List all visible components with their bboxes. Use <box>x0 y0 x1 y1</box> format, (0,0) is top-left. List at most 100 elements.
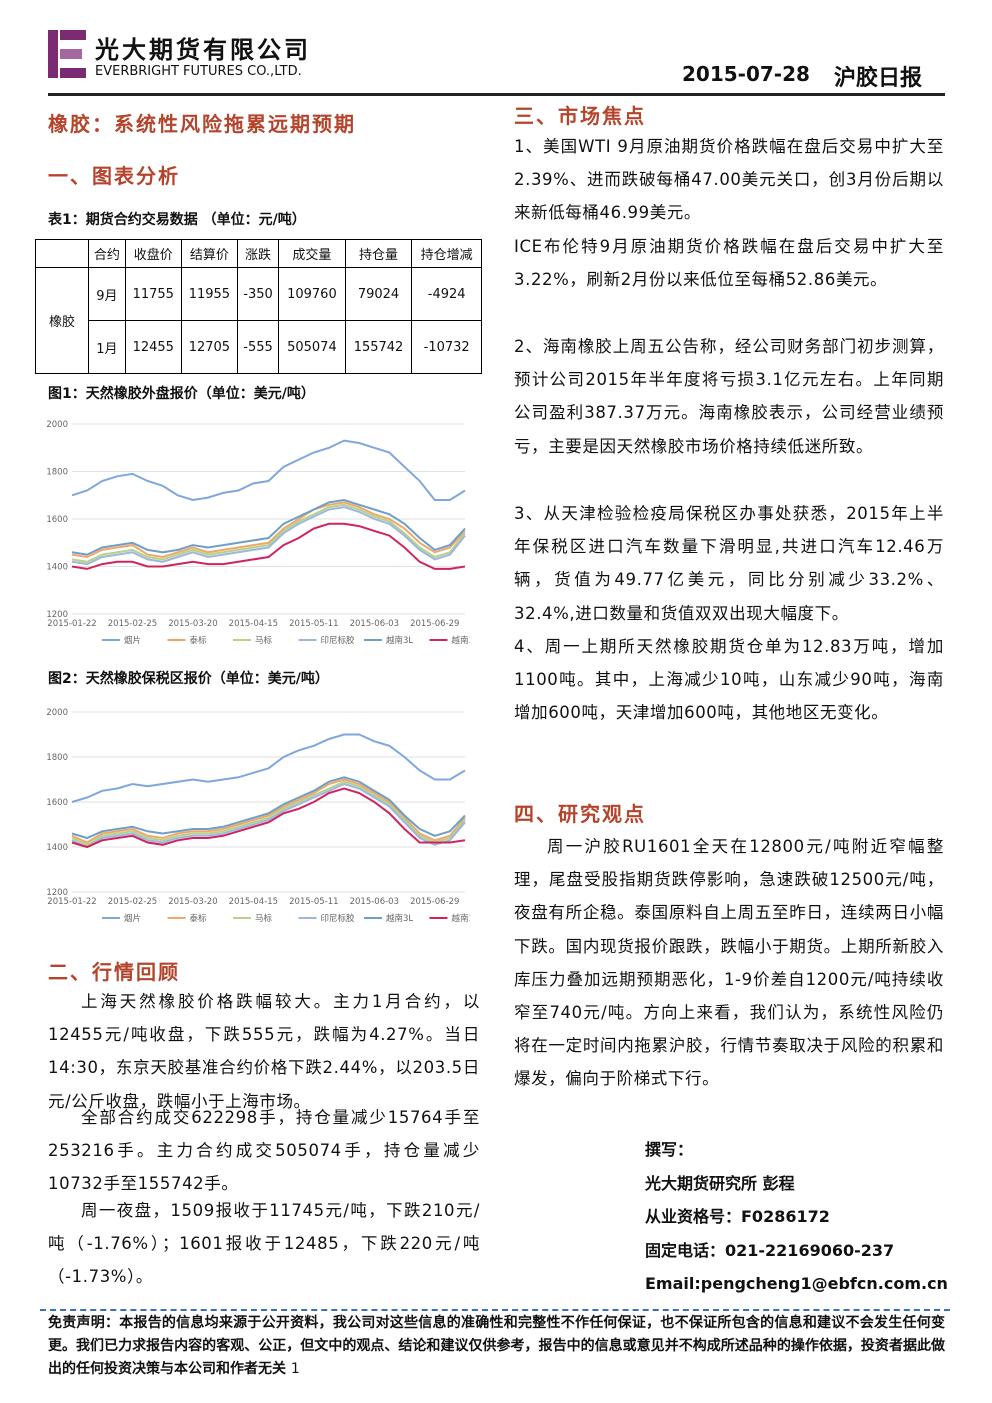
y-tick-label: 1600 <box>46 798 68 808</box>
series-line <box>71 782 466 849</box>
table-caption: 表1：期货合约交易数据 （单位：元/吨） <box>48 212 306 228</box>
y-tick-label: 1600 <box>46 515 68 525</box>
x-tick-label: 2015-03-20 <box>168 619 217 629</box>
x-tick-label: 2015-06-03 <box>350 619 399 629</box>
author-line: 从业资格号：F0286172 <box>645 1207 830 1226</box>
cell: 合约 <box>88 239 126 268</box>
series-line <box>71 498 466 556</box>
legend-label: 泰标 <box>190 913 208 924</box>
series-line <box>71 522 466 570</box>
company-en: EVERBRIGHT FUTURES CO.,LTD. <box>95 64 302 79</box>
logo <box>48 30 86 78</box>
paragraph: 上海天然橡胶价格跌幅较大。主力1月合约，以12455元/吨收盘，下跌555元，跌… <box>48 992 480 1111</box>
author-line: Email:pengcheng1@ebfcn.com.cn <box>645 1274 948 1293</box>
table-header: 合约 收盘价 结算价 涨跌 成交量 持仓量 持仓增减 <box>35 239 482 268</box>
chart: 1200 1400 1600 1800 2000 2015-01-22 2015-02-25… <box>46 420 471 646</box>
legend-label: 泰标 <box>190 635 208 646</box>
series-line <box>71 733 466 803</box>
legend-label: 马标 <box>255 635 273 646</box>
paragraph: 全部合约成交622298手，持仓量减少15764手至253216手。主力合约成交… <box>48 1108 480 1194</box>
cell: 1月 <box>88 320 126 374</box>
x-tick-label: 2015-06-29 <box>410 619 459 629</box>
y-tick-label: 2000 <box>46 708 68 718</box>
series-line <box>71 778 466 844</box>
x-tick-label: 2015-04-15 <box>229 897 278 907</box>
x-tick-label: 2015-06-29 <box>410 897 459 907</box>
y-tick-label: 1200 <box>46 888 68 898</box>
y-tick-label: 1800 <box>46 468 68 478</box>
cell: 涨跌 <box>236 239 280 268</box>
cell: 11955 <box>180 267 238 321</box>
paragraph: 2、海南橡胶上周五公告称，经公司财务部门初步测算，预计公司2015年半年度将亏损… <box>514 337 944 456</box>
cell: -555 <box>236 320 280 374</box>
author-line: 固定电话：021-22169060-237 <box>645 1240 895 1260</box>
futures-table: 合约 收盘价 结算价 涨跌 成交量 持仓量 持仓增减 橡胶 9月 11755 1… <box>35 239 482 374</box>
series-line <box>71 439 466 502</box>
paragraph: 周一夜盘，1509报收于11745元/吨，下跌210元/吨（-1.76%）；16… <box>48 1201 480 1287</box>
figure-caption: 图2：天然橡胶保税区报价（单位：美元/吨） <box>48 671 329 687</box>
figure-caption: 图1：天然橡胶外盘报价（单位：美元/吨） <box>48 386 315 402</box>
legend-label: 烟片 <box>124 635 141 646</box>
cell: -350 <box>236 267 280 321</box>
legend-label: 越南10号 <box>452 635 471 646</box>
series-line <box>71 501 466 559</box>
table-row: 橡胶 9月 11755 11955 -350 109760 79024 -492… <box>35 267 482 374</box>
x-tick-label: 2015-02-25 <box>108 897 157 907</box>
disclaimer: 免责声明：本报告的信息均来源于公开资料，我公司对这些信息的准确性和完整性不作任何… <box>48 1312 945 1381</box>
x-tick-label: 2015-01-22 <box>47 897 96 907</box>
paragraph: 1、美国WTI 9月原油期货价格跌幅在盘后交易中扩大至2.39%、进而跌破每桶4… <box>514 137 944 223</box>
x-tick-label: 2015-05-11 <box>289 619 338 629</box>
y-tick-label: 1200 <box>46 610 68 620</box>
section-heading: 三、市场焦点 <box>514 104 646 128</box>
legend-label: 越南10号 <box>452 913 471 924</box>
cell: -10732 <box>411 320 482 374</box>
x-tick-label: 2015-06-03 <box>350 897 399 907</box>
paragraph: 周一沪胶RU1601全天在12800元/吨附近窄幅整理，尾盘受股指期货跌停影响，… <box>514 837 944 1089</box>
author-line: 光大期货研究所 彭程 <box>645 1173 795 1193</box>
report-name: 沪胶日报 <box>834 66 923 91</box>
chart: 1200 1400 1600 1800 2000 2015-01-22 2015-02-25… <box>46 708 471 924</box>
footer-rule <box>40 1309 950 1311</box>
cell: 12455 <box>124 320 182 374</box>
company-cn: 光大期货有限公司 <box>95 35 311 64</box>
section-heading: 二、行情回顾 <box>48 960 180 984</box>
table-row: 1月 12455 12705 -555 505074 155742 -10732 <box>36 320 482 374</box>
author-line: 撰写： <box>645 1140 694 1159</box>
series-line <box>71 503 466 563</box>
cell: 505074 <box>278 320 346 374</box>
x-tick-label: 2015-05-11 <box>289 897 338 907</box>
legend-label: 烟片 <box>124 913 141 924</box>
series-line <box>71 506 466 566</box>
header-rule <box>48 93 945 96</box>
report-date: 2015-07-28 <box>682 62 810 86</box>
cell: 11755 <box>124 267 182 321</box>
cell: 持仓量 <box>344 239 413 268</box>
x-tick-label: 2015-01-22 <box>47 619 96 629</box>
cell <box>35 239 89 268</box>
legend-label: 印尼标胶 <box>321 913 356 924</box>
y-tick-label: 1400 <box>46 843 68 853</box>
cell: 12705 <box>180 320 238 374</box>
cell: 橡胶 <box>35 267 89 374</box>
legend-label: 印尼标胶 <box>321 635 356 646</box>
x-tick-label: 2015-03-20 <box>168 897 217 907</box>
author-block: 撰写： 光大期货研究所 彭程 从业资格号：F0286172 固定电话：021-2… <box>645 1133 948 1301</box>
x-tick-label: 2015-02-25 <box>108 619 157 629</box>
section-heading: 一、图表分析 <box>48 164 180 188</box>
cell: 收盘价 <box>124 239 182 268</box>
cell: 成交量 <box>278 239 346 268</box>
cell: 155742 <box>344 320 413 374</box>
paragraph: 3、从天津检验检疫局保税区办事处获悉，2015年上半年保税区进口汽车数量下滑明显… <box>514 504 944 623</box>
disclaimer-text: 免责声明：本报告的信息均来源于公开资料，我公司对这些信息的准确性和完整性不作任何… <box>48 1315 945 1377</box>
series-line <box>71 787 466 849</box>
series-line <box>71 776 466 840</box>
paragraph: 4、周一上期所天然橡胶期货仓单为12.83万吨，增加1100吨。其中，上海减少1… <box>514 637 944 723</box>
cell: 109760 <box>278 267 346 321</box>
page-number: 1 <box>290 1361 300 1377</box>
x-tick-label: 2015-04-15 <box>229 619 278 629</box>
cell: -4924 <box>411 267 482 321</box>
y-tick-label: 2000 <box>46 420 68 430</box>
legend-label: 越南3L <box>386 635 413 646</box>
y-tick-label: 1800 <box>46 753 68 763</box>
article-title: 橡胶：系统性风险拖累远期预期 <box>48 112 356 136</box>
